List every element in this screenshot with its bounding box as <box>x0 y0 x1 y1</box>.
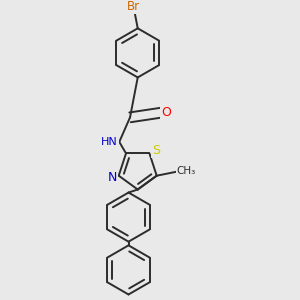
Text: Br: Br <box>127 0 140 13</box>
Text: N: N <box>107 171 117 184</box>
Text: CH₃: CH₃ <box>177 166 196 176</box>
Text: O: O <box>161 106 171 119</box>
Text: S: S <box>152 144 160 158</box>
Text: HN: HN <box>101 137 118 147</box>
